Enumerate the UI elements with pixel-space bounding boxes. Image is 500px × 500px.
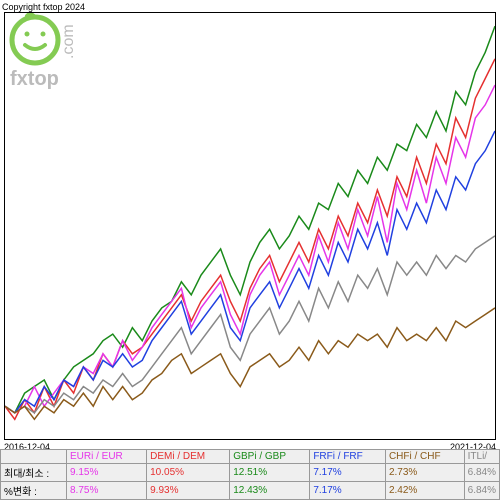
table-row: %변화 : 8.75% 9.93% 12.43% 7.17% 2.42% 6.8… [1, 482, 500, 500]
table-cell: 2.73% [385, 464, 464, 482]
chart-series-line [5, 26, 495, 413]
line-chart [4, 12, 496, 440]
summary-table: EURi / EUR DEMi / DEM GBPi / GBP FRFi / … [0, 449, 500, 500]
col-header: GBPi / GBP [230, 450, 310, 464]
table-header-row: EURi / EUR DEMi / DEM GBPi / GBP FRFi / … [1, 450, 500, 464]
table-cell: 9.93% [147, 482, 230, 500]
col-header: CHFi / CHF [385, 450, 464, 464]
col-header: FRFi / FRF [310, 450, 386, 464]
table-cell: 12.51% [230, 464, 310, 482]
table-cell: 8.75% [67, 482, 147, 500]
table-cell: 6.84% [464, 464, 499, 482]
table-corner [1, 450, 67, 464]
col-header: DEMi / DEM [147, 450, 230, 464]
col-header: ITLi/ [464, 450, 499, 464]
table-cell: 7.17% [310, 482, 386, 500]
col-header: EURi / EUR [67, 450, 147, 464]
chart-series-line [5, 59, 495, 419]
table-cell: 10.05% [147, 464, 230, 482]
table-row: 최대/최소 : 9.15% 10.05% 12.51% 7.17% 2.73% … [1, 464, 500, 482]
row-label: 최대/최소 : [1, 464, 67, 482]
table-cell: 7.17% [310, 464, 386, 482]
copyright-text: Copyright fxtop 2024 [2, 2, 85, 12]
row-label: %변화 : [1, 482, 67, 500]
table-cell: 12.43% [230, 482, 310, 500]
table-cell: 2.42% [385, 482, 464, 500]
table-cell: 9.15% [67, 464, 147, 482]
chart-series-line [5, 131, 495, 413]
table-cell: 6.84% [464, 482, 499, 500]
